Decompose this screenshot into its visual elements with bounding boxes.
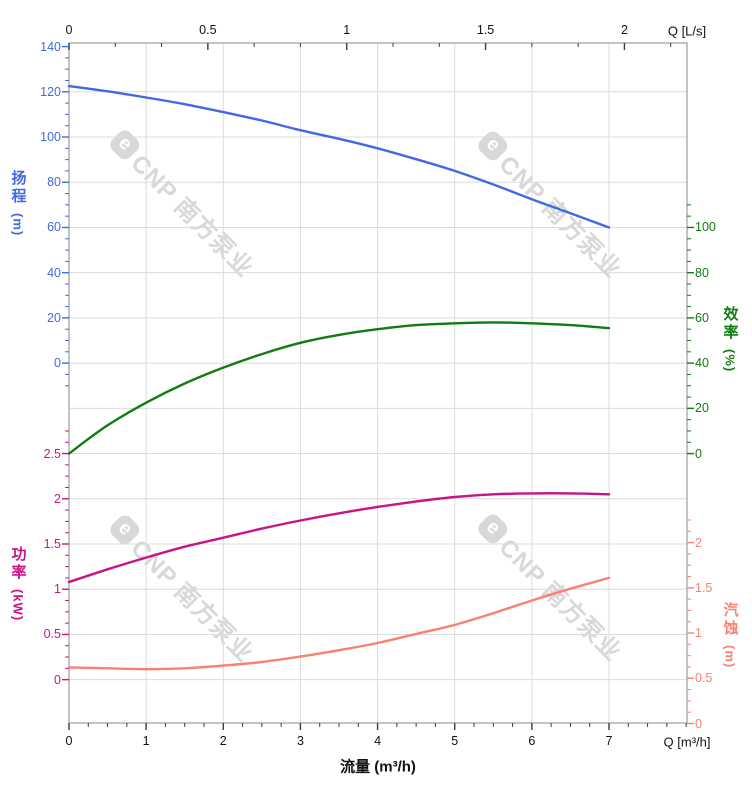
npsh-axis-title-text: 汽蚀 — [721, 602, 739, 638]
efficiency-tick-label: 0 — [695, 446, 702, 461]
bottom-tick-label: 4 — [374, 733, 382, 748]
efficiency-tick-label: 80 — [695, 265, 709, 280]
power-tick-label: 0 — [54, 672, 61, 687]
npsh-tick-label: 1.5 — [695, 580, 713, 595]
power-tick-label: 2 — [54, 491, 61, 506]
npsh-curve — [67, 576, 611, 671]
power-tick-label: 1 — [54, 581, 61, 596]
top-tick-label: 1 — [343, 22, 351, 37]
head-tick-label: 80 — [47, 174, 61, 189]
efficiency-tick-label: 100 — [695, 220, 716, 235]
bottom-tick-label: 5 — [451, 733, 459, 748]
bottom-tick-label: 2 — [219, 733, 227, 748]
npsh-axis-unit: (m) — [722, 645, 738, 669]
bottom-axis-unit-label: Q [m³/h] — [663, 734, 711, 750]
head-axis-title: 扬程 (m) — [9, 170, 27, 237]
head-axis-unit: (m) — [10, 213, 26, 237]
efficiency-tick-label: 60 — [695, 310, 709, 325]
power-axis-unit: (kW) — [10, 589, 26, 622]
npsh-tick-label: 1 — [695, 625, 702, 640]
head-tick-label: 40 — [47, 265, 61, 280]
head-tick-label: 0 — [54, 355, 61, 370]
efficiency-axis-title: 效率 (%) — [721, 306, 739, 373]
npsh-axis-title: 汽蚀 (m) — [721, 602, 739, 669]
top-tick-label: 2 — [620, 22, 628, 37]
bottom-tick-label: 6 — [528, 733, 536, 748]
top-axis-unit-label: Q [L/s] — [667, 23, 707, 39]
power-axis-title: 功率 (kW) — [9, 546, 27, 622]
bottom-tick-label: 7 — [605, 733, 613, 748]
npsh-tick-label: 0 — [695, 716, 702, 731]
head-axis-title-text: 扬程 — [9, 170, 27, 206]
power-curve — [67, 492, 611, 584]
efficiency-tick-label: 40 — [695, 355, 709, 370]
efficiency-tick-label: 20 — [695, 401, 709, 416]
flow-axis-title: 流量 (m³/h) — [340, 758, 416, 776]
efficiency-curve — [67, 321, 611, 455]
bottom-tick-label: 3 — [296, 733, 304, 748]
efficiency-axis-unit: (%) — [722, 349, 738, 373]
top-tick-label: 1.5 — [476, 22, 495, 37]
power-tick-label: 2.5 — [43, 446, 61, 461]
top-tick-label: 0 — [65, 22, 73, 37]
power-axis-title-text: 功率 — [9, 546, 27, 582]
head-tick-label: 120 — [40, 84, 61, 99]
power-tick-label: 0.5 — [43, 627, 61, 642]
power-tick-label: 1.5 — [43, 536, 61, 551]
npsh-tick-label: 0.5 — [695, 671, 713, 686]
bottom-tick-label: 0 — [65, 733, 73, 748]
efficiency-axis-title-text: 效率 — [721, 306, 739, 342]
head-tick-label: 140 — [40, 39, 61, 54]
head-curve — [67, 84, 611, 229]
bottom-tick-label: 1 — [142, 733, 150, 748]
head-tick-label: 20 — [47, 310, 61, 325]
head-tick-label: 60 — [47, 220, 61, 235]
head-tick-label: 100 — [40, 129, 61, 144]
npsh-tick-label: 2 — [695, 535, 702, 550]
top-tick-label: 0.5 — [199, 22, 217, 37]
